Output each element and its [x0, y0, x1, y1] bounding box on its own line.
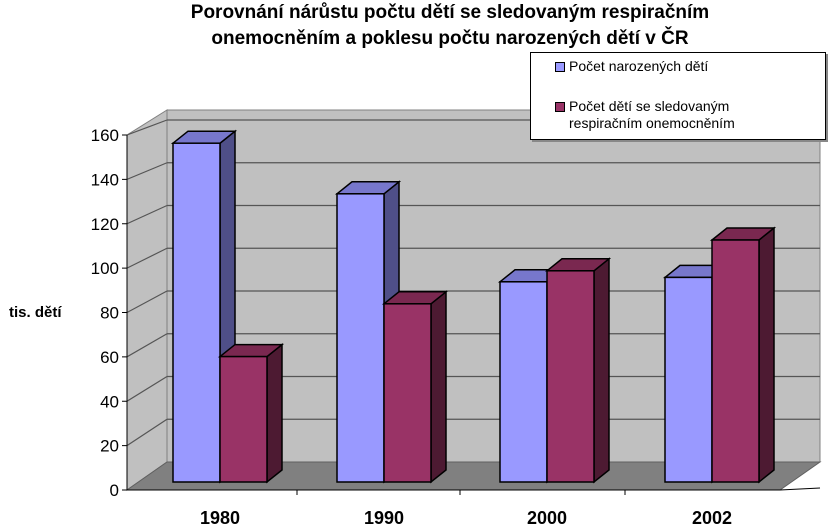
gridline-side: [126, 162, 168, 180]
chart-title-line-1: Porovnání nárůstu počtu dětí se sledovan…: [190, 2, 710, 23]
bar-group-1990: [334, 180, 449, 484]
gridline-side: [126, 333, 168, 358]
x-tick-label: 2002: [692, 508, 732, 528]
bar-respiratory-2000: [546, 270, 595, 483]
x-tick-label: 1980: [200, 508, 240, 528]
y-tick-label: 60: [100, 348, 119, 367]
bar-group-2002: [662, 226, 777, 484]
bar-group-2000: [497, 257, 612, 484]
gridline-side: [126, 290, 168, 314]
x-tick-label: 1990: [364, 508, 404, 528]
y-tick-label: 20: [100, 437, 119, 456]
bar-side: [593, 257, 610, 484]
bar-respiratory-1990: [383, 303, 432, 483]
bar-respiratory-2002: [711, 239, 760, 483]
gridline-side: [126, 247, 168, 269]
x-axis-end: [779, 487, 821, 491]
chart-title-line-2: onemocněním a poklesu počtu narozených d…: [211, 28, 689, 49]
y-tick-label: 160: [91, 126, 119, 145]
legend-label-respiratory-2: respiračním onemocněním: [569, 115, 735, 131]
bar-births-2000: [499, 281, 548, 483]
y-tick-label: 0: [110, 481, 119, 500]
gridline-side: [126, 204, 168, 225]
y-tick-label: 40: [100, 392, 119, 411]
x-tick-label: 2000: [527, 508, 567, 528]
bar-births-2002: [664, 276, 713, 483]
legend-item-respiratory: Počet dětí se sledovaným respiračním one…: [555, 98, 735, 132]
y-axis-label: tis. dětí: [9, 304, 62, 321]
legend-label-births: Počet narozených dětí: [569, 58, 709, 74]
bar-births-1980: [172, 142, 221, 483]
bar-side: [430, 290, 447, 484]
bar-side: [758, 226, 775, 484]
legend-item-births: Počet narozených dětí: [555, 58, 709, 75]
bar-respiratory-1980: [219, 355, 268, 483]
gridline-side: [126, 119, 168, 136]
legend-swatch-respiratory: [555, 102, 565, 112]
y-tick-label: 100: [91, 259, 119, 278]
bar-group-1980: [170, 129, 285, 484]
legend-swatch-births: [555, 62, 565, 72]
bar-births-1990: [336, 193, 385, 483]
bar-side: [266, 343, 283, 484]
y-tick-label: 140: [91, 170, 119, 189]
legend: Počet narozených dětí Počet dětí se sled…: [530, 52, 826, 140]
legend-label-respiratory-1: Počet dětí se sledovaným: [569, 98, 730, 114]
y-tick-label: 120: [91, 215, 119, 234]
y-tick-label: 80: [100, 304, 119, 323]
gridline-side: [126, 375, 168, 402]
gridline-side: [126, 418, 168, 447]
